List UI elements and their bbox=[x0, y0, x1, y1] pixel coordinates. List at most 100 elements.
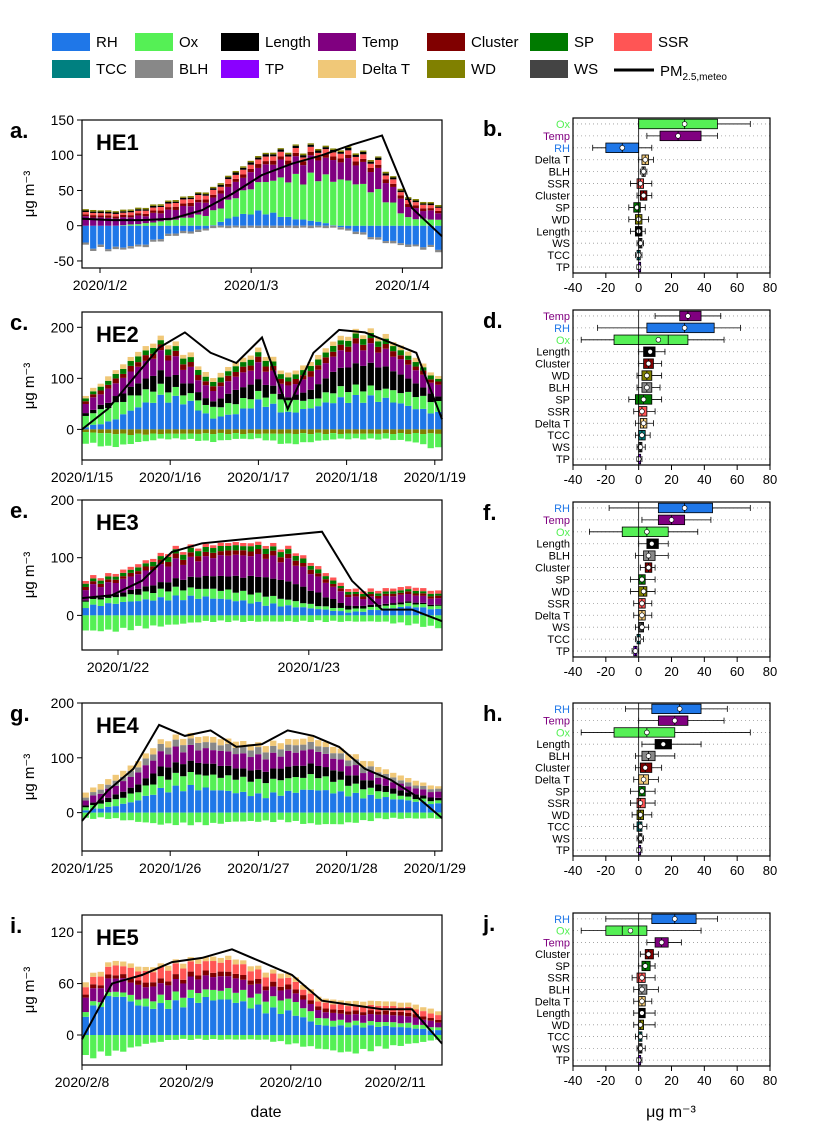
stack-segment-cluster bbox=[232, 550, 239, 555]
stack-segment-ox-neg bbox=[307, 812, 314, 824]
stack-segment-temp bbox=[90, 397, 97, 410]
stack-segment-blh bbox=[322, 225, 329, 229]
stack-segment-blh bbox=[142, 758, 149, 766]
stack-segment-cluster bbox=[127, 365, 134, 372]
pm25-meteo-line bbox=[81, 723, 443, 822]
stack-segment-rh bbox=[435, 803, 442, 813]
stack-segment-ox-neg bbox=[277, 433, 284, 444]
stack-segment-rh bbox=[420, 1028, 427, 1035]
stack-segment-length bbox=[105, 402, 112, 408]
stack-segment-ox bbox=[315, 606, 322, 610]
row-label: Ox bbox=[556, 119, 571, 131]
stack-segment-cluster bbox=[412, 205, 419, 209]
stack-segment-cluster bbox=[337, 344, 344, 351]
stack-segment-delta t bbox=[367, 761, 374, 767]
stack-segment-ox-neg bbox=[247, 615, 254, 621]
legend-swatch-ssr bbox=[614, 33, 652, 51]
stack-segment-cluster bbox=[367, 338, 374, 344]
x-tick-label: 80 bbox=[763, 472, 777, 487]
y-axis-label: μg m⁻³ bbox=[21, 754, 38, 801]
stack-segment-blh bbox=[330, 753, 337, 759]
stack-segment-ox bbox=[405, 391, 412, 406]
stack-segment-rh bbox=[255, 793, 262, 813]
stack-segment-ox-neg bbox=[390, 1035, 397, 1046]
stack-segment-ox bbox=[352, 1020, 359, 1026]
stack-segment-temp bbox=[195, 561, 202, 578]
stack-segment-temp bbox=[157, 213, 164, 222]
stack-segment-sp bbox=[217, 377, 224, 383]
y-tick-label: 200 bbox=[51, 695, 75, 711]
stack-segment-delta t bbox=[240, 960, 247, 965]
stack-segment-rh bbox=[270, 603, 277, 616]
stack-segment-rh bbox=[412, 1028, 419, 1035]
stack-segment-ox bbox=[187, 217, 194, 226]
stack-segment-ox-neg bbox=[397, 615, 404, 623]
stack-segment-delta t bbox=[345, 336, 352, 341]
stack-segment-wd bbox=[375, 429, 382, 434]
stack-segment-rh bbox=[322, 790, 329, 813]
stack-segment-ssr bbox=[195, 963, 202, 976]
stack-segment-length bbox=[270, 578, 277, 596]
stack-segment-ox-neg bbox=[172, 812, 179, 826]
stack-segment-ssr bbox=[337, 153, 344, 159]
mean-marker bbox=[639, 975, 645, 981]
row-label: SSR bbox=[547, 798, 570, 810]
stack-segment-wd bbox=[180, 196, 187, 198]
stack-segment-length bbox=[240, 387, 247, 398]
stack-segment-temp bbox=[292, 156, 299, 174]
stack-segment-length bbox=[232, 172, 239, 175]
stack-segment-rh bbox=[397, 225, 404, 244]
stack-segment-sp bbox=[187, 357, 194, 363]
stack-segment-sp bbox=[157, 556, 164, 560]
stack-segment-length bbox=[412, 200, 419, 203]
stack-segment-ox-neg bbox=[375, 812, 382, 819]
stack-segment-cluster bbox=[120, 373, 127, 378]
stack-segment-blh bbox=[120, 247, 127, 250]
stack-segment-blh bbox=[307, 225, 314, 229]
stack-segment-ox bbox=[345, 785, 352, 797]
stack-segment-ssr bbox=[217, 186, 224, 191]
x-tick-label: 0 bbox=[635, 664, 642, 679]
stack-segment-temp bbox=[337, 591, 344, 603]
stack-segment-blh bbox=[210, 742, 217, 751]
row-label: WD bbox=[552, 1020, 570, 1032]
row-label: WD bbox=[552, 214, 570, 226]
stack-segment-temp bbox=[120, 217, 127, 226]
stack-segment-delta t bbox=[330, 341, 337, 346]
stack-segment-length bbox=[172, 578, 179, 587]
stack-segment-ox-neg bbox=[210, 812, 217, 823]
stack-segment-delta t bbox=[82, 395, 89, 399]
stack-segment-length bbox=[142, 209, 149, 211]
stack-segment-ox bbox=[210, 774, 217, 791]
mean-marker bbox=[672, 717, 678, 724]
x-tick-label: 2020/1/2 bbox=[73, 277, 128, 293]
stack-segment-length bbox=[285, 581, 292, 600]
row-label: BLH bbox=[549, 551, 570, 563]
stack-segment-ox bbox=[255, 592, 262, 602]
stack-segment-ox-neg bbox=[337, 812, 344, 825]
stack-segment-ox-neg bbox=[180, 615, 187, 624]
stack-segment-sp bbox=[157, 340, 164, 345]
legend-swatch-tp bbox=[221, 60, 259, 78]
x-tick-label: 2020/1/25 bbox=[51, 860, 113, 876]
stack-segment-ox bbox=[120, 225, 127, 226]
stack-segment-ox bbox=[315, 778, 322, 791]
stack-segment-ssr bbox=[262, 977, 269, 987]
stack-segment-ox-neg bbox=[195, 812, 202, 823]
stack-segment-temp bbox=[187, 976, 194, 990]
stack-segment-temp bbox=[420, 374, 427, 388]
stack-segment-cluster bbox=[217, 551, 224, 556]
stack-segment-ox-neg bbox=[405, 615, 412, 626]
stack-segment-temp bbox=[322, 582, 329, 598]
stack-segment-temp bbox=[262, 990, 269, 1002]
stack-segment-blh bbox=[150, 754, 157, 761]
stack-segment-ox-neg bbox=[150, 433, 157, 441]
stack-segment-rh bbox=[232, 793, 239, 813]
stack-segment-ox-neg bbox=[412, 812, 419, 819]
stack-segment-wd bbox=[420, 201, 427, 204]
stack-segment-ox bbox=[202, 588, 209, 597]
stack-segment-length bbox=[427, 604, 434, 607]
stack-segment-rh bbox=[397, 1027, 404, 1035]
stack-segment-ox-neg bbox=[292, 615, 299, 622]
mean-marker bbox=[658, 939, 665, 946]
